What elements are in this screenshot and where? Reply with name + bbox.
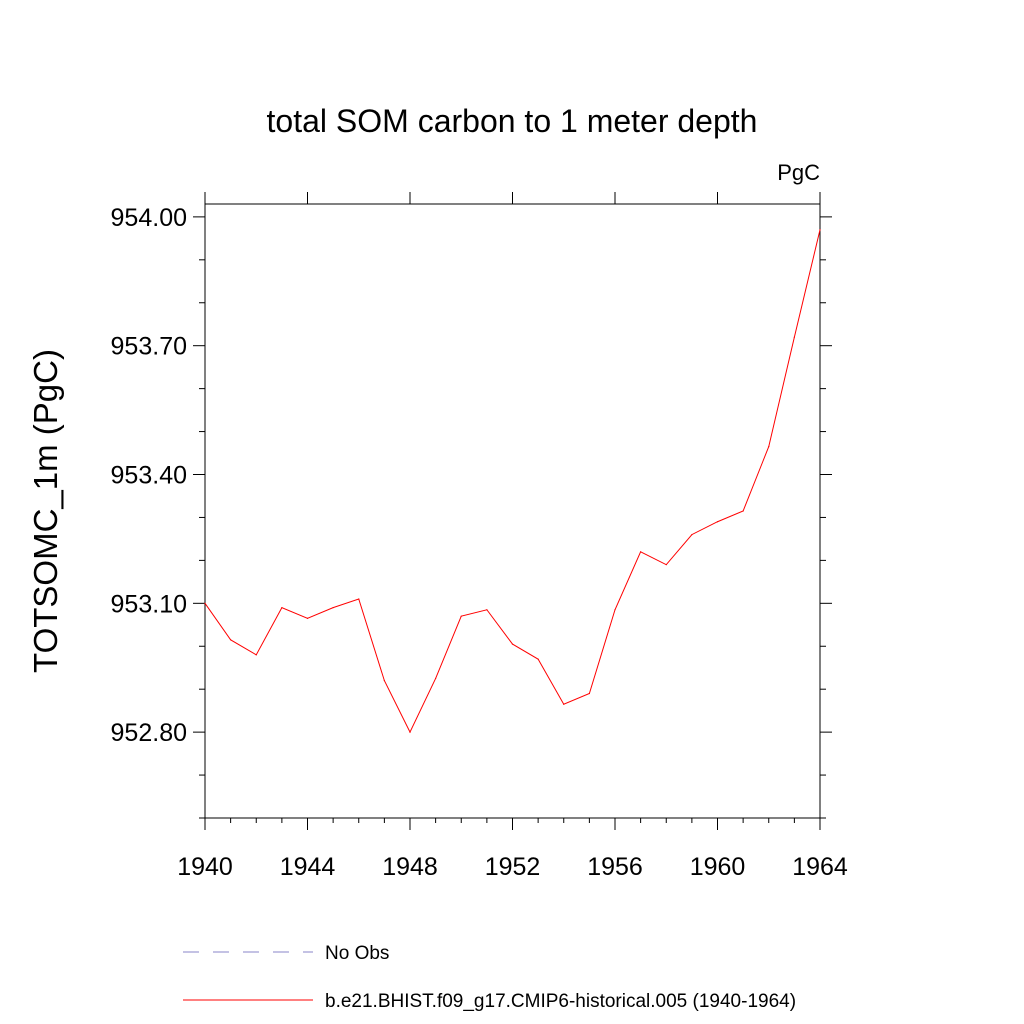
data-point	[358, 598, 360, 600]
data-point	[742, 510, 744, 512]
x-tick-label: 1952	[485, 853, 541, 881]
data-point	[460, 615, 462, 617]
data-point	[204, 602, 206, 604]
y-tick-label: 953.40	[111, 462, 187, 490]
data-point	[306, 617, 309, 619]
legend-label: b.e21.BHIST.f09_g17.CMIP6-historical.005…	[325, 991, 796, 1012]
data-point	[768, 445, 770, 448]
chart-title: total SOM carbon to 1 meter depth	[267, 103, 758, 139]
axis-ticks	[193, 192, 832, 830]
legend: No Obs b.e21.BHIST.f09_g17.CMIP6-historic…	[183, 943, 796, 1012]
x-tick-label: 1956	[587, 853, 643, 881]
x-tick-label: 1948	[382, 853, 438, 881]
data-point	[665, 564, 667, 566]
data-point	[614, 609, 616, 611]
series-line	[204, 229, 821, 734]
plot-frame	[204, 203, 821, 819]
x-tick-label: 1940	[177, 853, 233, 881]
tick-labels: 1940 1944 1948 1952 1956 1960 1964 952.80 953.10…	[111, 204, 848, 881]
data-point	[511, 643, 514, 645]
y-tick-label: 954.00	[111, 204, 187, 232]
x-tick-label: 1960	[690, 853, 746, 881]
y-tick-label: 953.10	[111, 590, 187, 618]
data-point	[409, 731, 411, 733]
data-point	[716, 521, 719, 523]
data-point	[563, 703, 565, 705]
x-tick-label: 1964	[792, 853, 848, 881]
data-point	[383, 680, 385, 682]
units-label: PgC	[777, 160, 820, 185]
data-point	[332, 607, 334, 609]
data-point	[255, 654, 257, 656]
data-point	[486, 609, 488, 611]
data-point	[640, 551, 642, 553]
x-tick-label: 1944	[280, 853, 336, 881]
legend-label: No Obs	[325, 943, 389, 964]
data-point	[281, 607, 283, 609]
data-point	[435, 677, 437, 680]
y-axis-label: TOTSOMC_1m (PgC)	[27, 349, 64, 673]
data-point	[230, 639, 232, 641]
data-point	[537, 658, 539, 660]
y-tick-label: 952.80	[111, 719, 187, 747]
series-lines	[204, 229, 821, 734]
data-point	[691, 534, 693, 536]
data-point	[819, 229, 821, 231]
data-point	[588, 692, 590, 695]
y-tick-label: 953.70	[111, 333, 187, 361]
data-point	[793, 336, 795, 338]
